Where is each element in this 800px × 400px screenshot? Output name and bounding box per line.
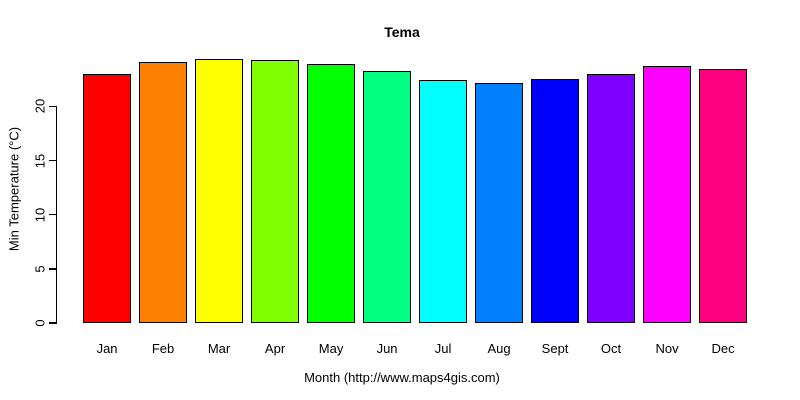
x-tick-label-jun: Jun (376, 341, 398, 356)
y-tick-mark-20 (48, 105, 56, 108)
y-tick-mark-0 (48, 322, 56, 324)
x-tick-label-oct: Oct (600, 341, 622, 356)
y-tick-label-15: 15 (32, 153, 48, 168)
bar-dec (699, 68, 747, 323)
bar-oct (587, 73, 635, 323)
y-tick-mark-10 (48, 213, 56, 216)
x-tick-label-nov: Nov (655, 341, 679, 356)
x-tick-label-jul: Jul (434, 341, 452, 356)
x-tick-label-aug: Aug (487, 341, 511, 356)
bar-aug (475, 82, 523, 323)
chart-title: Tema (384, 24, 420, 40)
x-tick-label-mar: Mar (207, 341, 231, 356)
bar-apr (251, 59, 299, 323)
bar-feb (139, 62, 187, 323)
bar-may (307, 64, 355, 323)
bar-jun (363, 70, 411, 323)
x-axis-title: Month (http://www.maps4gis.com) (304, 370, 500, 385)
y-tick-label-0: 0 (32, 319, 48, 327)
x-tick-label-may: May (318, 341, 344, 356)
bar-nov (643, 66, 691, 323)
x-tick-label-sept: Sept (541, 341, 569, 356)
y-tick-label-20: 20 (32, 99, 48, 114)
bar-sept (531, 79, 579, 323)
y-tick-mark-5 (48, 268, 56, 270)
y-axis-title: Min Temperature (°C) (6, 126, 22, 252)
bar-jan (83, 73, 131, 323)
x-tick-label-apr: Apr (264, 341, 286, 356)
x-tick-label-jan: Jan (96, 341, 118, 356)
x-tick-label-dec: Dec (711, 341, 735, 356)
y-tick-label-5: 5 (32, 265, 48, 273)
y-tick-label-10: 10 (32, 207, 48, 222)
bar-jul (419, 80, 467, 323)
x-tick-label-feb: Feb (151, 341, 175, 356)
bar-mar (195, 58, 243, 323)
y-tick-mark-15 (48, 159, 56, 162)
y-axis-line (55, 106, 57, 325)
